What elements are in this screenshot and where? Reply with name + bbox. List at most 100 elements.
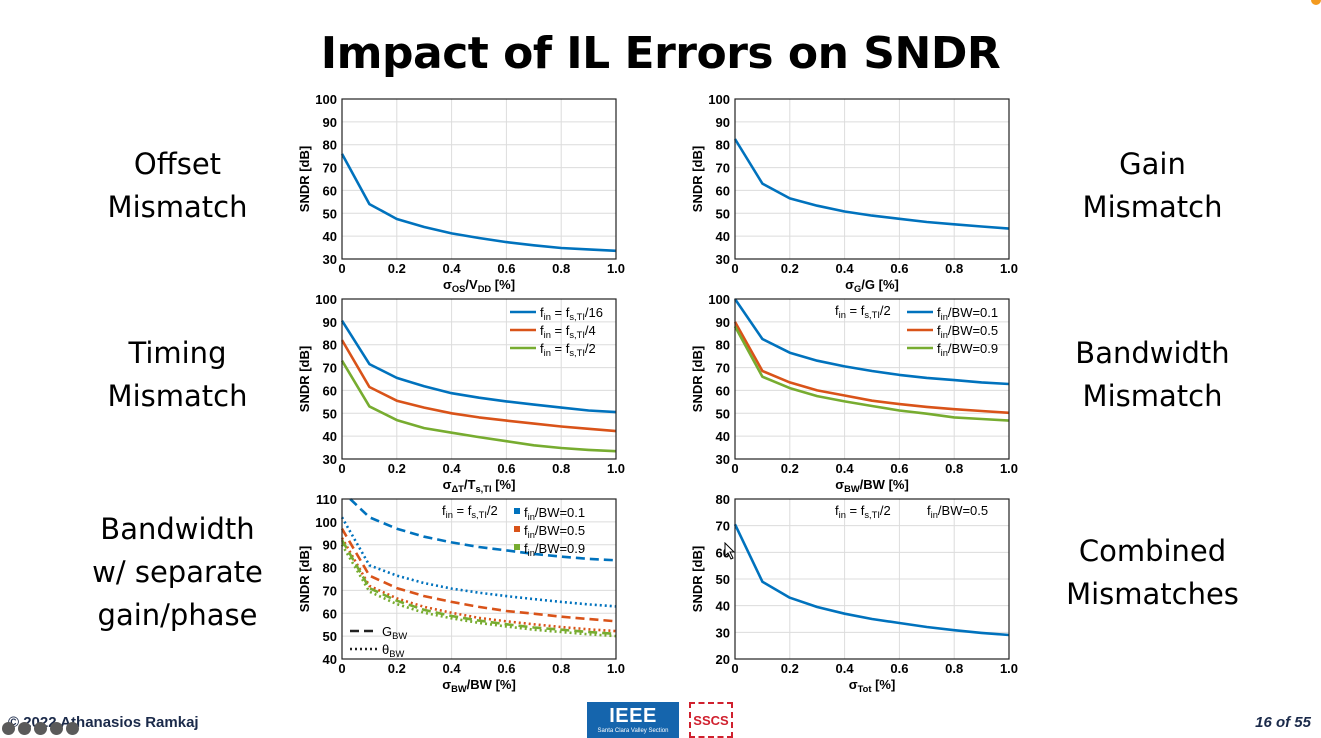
prev-icon[interactable]	[2, 722, 15, 735]
y-tick-label: 100	[708, 92, 730, 107]
legend-marker	[514, 544, 520, 550]
player-controls[interactable]	[2, 722, 79, 735]
axes-box	[341, 298, 617, 460]
series-line	[733, 325, 1010, 422]
label-bandwidth-separate: Bandwidth w/ separate gain/phase	[92, 512, 263, 632]
y-tick-label: 60	[716, 183, 730, 198]
chart-gain: 0 0.2 0.4 0.6 0.8 1.0 30 40 50 60 70 80 90 100 σG/G [%…	[690, 92, 1018, 294]
x-tick-label: 0	[731, 261, 738, 276]
x-tick-label: 0.8	[945, 261, 963, 276]
y-tick-label: 100	[315, 292, 337, 307]
y-axis-label: SNDR [dB]	[690, 346, 705, 412]
slide-title: Impact of IL Errors on SNDR	[320, 28, 1001, 79]
x-tick-label: 0	[338, 261, 345, 276]
series-line	[340, 528, 617, 623]
x-tick-label: 0.2	[781, 461, 799, 476]
legend-label: fin = fs,TI/2	[540, 341, 596, 358]
x-tick-label: 0	[731, 461, 738, 476]
y-tick-label: 30	[716, 452, 730, 467]
y-tick-label: 50	[323, 206, 337, 221]
series-line	[733, 298, 1010, 386]
legend-label: fin/BW=0.5	[524, 523, 585, 540]
series-line	[733, 523, 1010, 637]
y-tick-label: 50	[716, 572, 730, 587]
label-timing-mismatch: Timing Mismatch	[107, 336, 248, 413]
condition-annotation: fin/BW=0.5	[927, 503, 988, 520]
chart-bw-separate: 0 0.2 0.4 0.6 0.8 1.0 40 50 60 70 80 90 100 110 σBW/BW…	[297, 492, 625, 694]
y-tick-label: 80	[716, 338, 730, 353]
y-tick-label: 60	[323, 183, 337, 198]
series-line	[340, 339, 617, 433]
series-line	[340, 537, 617, 633]
label-offset-mismatch: Offset Mismatch	[107, 147, 248, 224]
series-line	[349, 498, 617, 562]
caption-icon[interactable]	[34, 722, 47, 735]
x-tick-label: 0.6	[497, 661, 515, 676]
y-tick-label: 80	[323, 338, 337, 353]
next-icon[interactable]	[66, 722, 79, 735]
x-tick-label: 0.6	[890, 461, 908, 476]
x-axis-label: σBW/BW [%]	[835, 477, 909, 494]
style-legend-label: θBW	[382, 642, 404, 659]
y-tick-label: 100	[315, 92, 337, 107]
y-tick-label: 100	[315, 515, 337, 530]
pen-icon[interactable]	[18, 722, 31, 735]
x-tick-label: 0.2	[781, 661, 799, 676]
y-tick-label: 100	[708, 292, 730, 307]
x-tick-label: 0.2	[388, 661, 406, 676]
x-tick-label: 0.4	[443, 261, 462, 276]
y-tick-label: 70	[323, 161, 337, 176]
legend-marker	[514, 526, 520, 532]
series-line	[340, 320, 617, 414]
recording-indicator	[1311, 0, 1321, 5]
x-tick-label: 1.0	[1000, 461, 1018, 476]
x-tick-label: 0.2	[388, 461, 406, 476]
y-tick-label: 30	[323, 252, 337, 267]
y-tick-label: 90	[323, 115, 337, 130]
label-combined-mismatches: Combined Mismatches	[1066, 534, 1239, 611]
ieee-logo-text: IEEE	[609, 705, 657, 727]
x-tick-label: 0.4	[836, 661, 855, 676]
x-tick-label: 0.4	[836, 261, 855, 276]
y-tick-label: 90	[323, 538, 337, 553]
axes-box	[734, 298, 1010, 460]
y-tick-label: 40	[323, 652, 337, 667]
axes-box	[734, 98, 1010, 260]
y-tick-label: 60	[323, 606, 337, 621]
x-tick-label: 0.2	[781, 261, 799, 276]
axes-box	[341, 98, 617, 260]
y-tick-label: 50	[716, 406, 730, 421]
x-axis-label: σTot [%]	[849, 677, 896, 694]
label-bandwidth-mismatch: Bandwidth Mismatch	[1075, 336, 1230, 413]
x-tick-label: 0.6	[890, 261, 908, 276]
y-tick-label: 40	[323, 229, 337, 244]
page-number: 16 of 55	[1255, 714, 1311, 731]
series-line	[340, 539, 617, 636]
x-tick-label: 0	[731, 661, 738, 676]
y-axis-label: SNDR [dB]	[297, 346, 312, 412]
y-tick-label: 70	[716, 361, 730, 376]
y-tick-label: 70	[323, 583, 337, 598]
x-tick-label: 0.4	[443, 461, 462, 476]
y-tick-label: 90	[323, 315, 337, 330]
legend-label: fin/BW=0.5	[937, 323, 998, 340]
y-tick-label: 110	[316, 492, 337, 507]
legend-label: fin = fs,TI/16	[540, 305, 603, 322]
y-tick-label: 60	[323, 383, 337, 398]
ieee-logo: IEEE Santa Clara Valley Section	[587, 702, 679, 738]
x-axis-label: σBW/BW [%]	[442, 677, 516, 694]
x-axis-label: σOS/VDD [%]	[443, 277, 515, 294]
y-tick-label: 80	[323, 561, 337, 576]
y-axis-label: SNDR [dB]	[297, 146, 312, 212]
condition-annotation: fin = fs,TI/2	[442, 503, 498, 520]
x-tick-label: 0	[338, 461, 345, 476]
x-tick-label: 0.4	[443, 661, 462, 676]
x-tick-label: 0.2	[388, 261, 406, 276]
y-tick-label: 50	[323, 406, 337, 421]
y-axis-label: SNDR [dB]	[297, 546, 312, 612]
chart-timing: 0 0.2 0.4 0.6 0.8 1.0 30 40 50 60 70 80 90 100 σΔT/Ts,…	[297, 292, 625, 494]
x-tick-label: 0	[338, 661, 345, 676]
axes-box	[341, 498, 617, 660]
legend-label: fin/BW=0.1	[524, 505, 585, 522]
zoom-icon[interactable]	[50, 722, 63, 735]
